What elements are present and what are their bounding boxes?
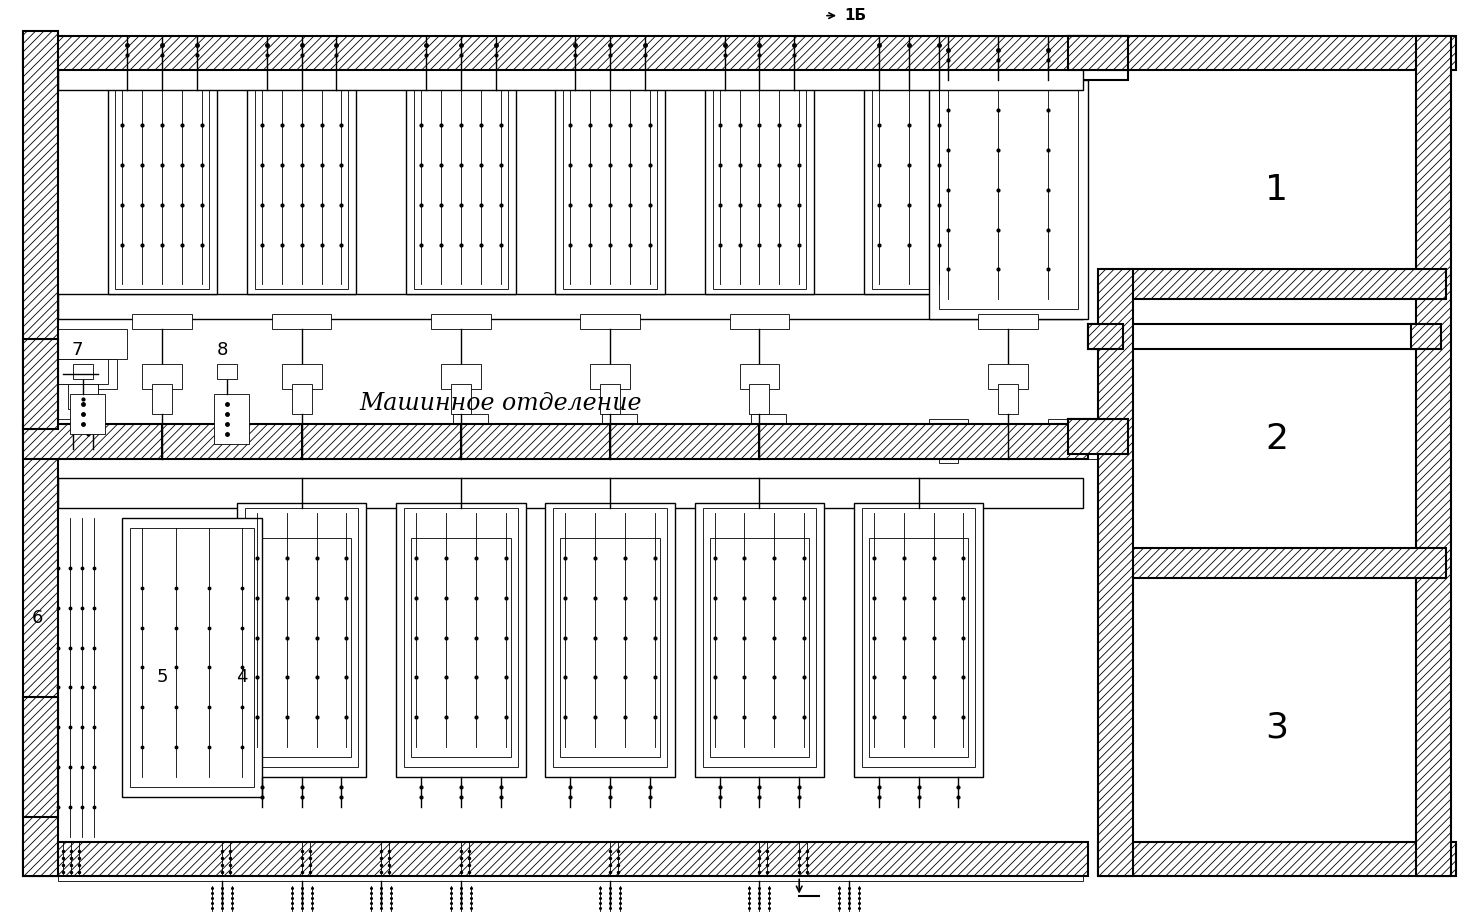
Bar: [237, 503, 367, 777]
Bar: [713, 90, 806, 289]
Bar: [740, 364, 779, 389]
Text: 4: 4: [237, 668, 247, 687]
Bar: [58, 65, 1083, 90]
Bar: [142, 364, 182, 389]
Bar: [291, 384, 312, 414]
Bar: [404, 508, 518, 767]
Text: 2: 2: [1266, 422, 1288, 456]
Bar: [24, 30, 58, 877]
Bar: [68, 384, 98, 409]
Bar: [1097, 842, 1455, 877]
Bar: [563, 90, 657, 289]
Text: 7: 7: [72, 341, 83, 359]
Text: 5: 5: [157, 668, 169, 687]
Bar: [430, 315, 491, 329]
Bar: [217, 364, 237, 379]
Bar: [24, 842, 1089, 877]
Bar: [1127, 548, 1446, 578]
Bar: [561, 538, 660, 757]
Bar: [133, 315, 192, 329]
Text: 1Б: 1Б: [845, 8, 867, 23]
Bar: [556, 85, 666, 294]
Bar: [58, 294, 1083, 319]
Bar: [24, 339, 58, 428]
Bar: [868, 538, 969, 757]
Bar: [1089, 324, 1123, 349]
Bar: [414, 90, 507, 289]
Bar: [695, 503, 824, 777]
Bar: [24, 36, 1089, 71]
Bar: [939, 90, 1078, 309]
Bar: [24, 697, 58, 817]
Bar: [451, 384, 470, 414]
Bar: [407, 85, 516, 294]
Bar: [58, 329, 127, 359]
Bar: [152, 384, 172, 414]
Bar: [1127, 270, 1446, 299]
Bar: [58, 359, 108, 384]
Bar: [78, 424, 98, 444]
Bar: [441, 364, 481, 389]
Bar: [396, 503, 525, 777]
Bar: [72, 364, 93, 379]
Bar: [600, 384, 620, 414]
Bar: [254, 90, 349, 289]
Bar: [1089, 324, 1436, 349]
Text: 6: 6: [33, 609, 43, 626]
Bar: [247, 85, 356, 294]
Bar: [58, 867, 1083, 881]
Bar: [602, 414, 637, 444]
Bar: [998, 384, 1018, 414]
Bar: [1068, 36, 1127, 71]
Bar: [853, 503, 984, 777]
Bar: [1097, 270, 1133, 877]
Bar: [1068, 36, 1127, 81]
Text: 1: 1: [1266, 172, 1288, 207]
Bar: [214, 393, 248, 444]
Bar: [1068, 419, 1127, 454]
Bar: [871, 90, 945, 289]
Bar: [704, 85, 813, 294]
Bar: [939, 448, 958, 463]
Bar: [130, 528, 254, 787]
Bar: [1411, 324, 1441, 349]
Bar: [703, 508, 816, 767]
Bar: [988, 364, 1028, 389]
Bar: [281, 364, 321, 389]
Bar: [751, 414, 787, 444]
Bar: [929, 419, 969, 448]
Bar: [864, 85, 954, 294]
Bar: [1417, 36, 1451, 877]
Bar: [453, 414, 488, 444]
Bar: [70, 393, 105, 434]
Bar: [58, 479, 1083, 508]
Bar: [115, 90, 209, 289]
Bar: [1097, 36, 1455, 71]
Text: 3: 3: [1266, 710, 1288, 745]
Bar: [272, 315, 331, 329]
Bar: [108, 85, 217, 294]
Bar: [580, 315, 640, 329]
Bar: [553, 508, 667, 767]
Bar: [862, 508, 975, 767]
Bar: [1068, 419, 1127, 454]
Bar: [246, 508, 358, 767]
Bar: [929, 81, 1089, 319]
Bar: [123, 518, 262, 797]
Bar: [58, 359, 117, 389]
Bar: [729, 315, 790, 329]
Bar: [978, 315, 1038, 329]
Bar: [710, 538, 809, 757]
Text: 8: 8: [216, 341, 228, 359]
Bar: [750, 384, 769, 414]
Text: Машинное отделение: Машинное отделение: [359, 392, 642, 415]
Bar: [58, 384, 98, 419]
Bar: [546, 503, 674, 777]
Bar: [24, 424, 1089, 458]
Bar: [411, 538, 510, 757]
Bar: [590, 364, 630, 389]
Bar: [251, 538, 352, 757]
Bar: [1049, 419, 1118, 458]
